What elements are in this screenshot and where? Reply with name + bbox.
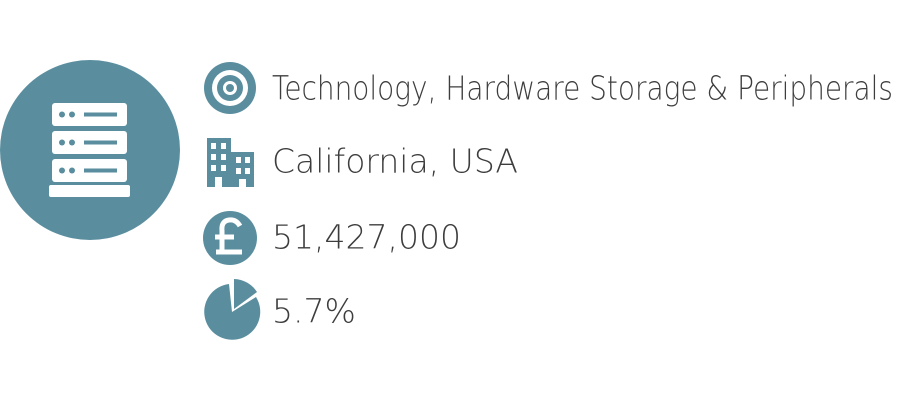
pound-icon xyxy=(203,211,257,265)
target-icon xyxy=(204,62,256,114)
server-icon xyxy=(0,60,180,240)
location-text: California, USA xyxy=(272,142,518,181)
share-text: 5.7% xyxy=(272,292,356,331)
sector-text: Technology, Hardware Storage & Periphera… xyxy=(272,69,893,108)
pie-icon xyxy=(204,279,261,340)
building-icon xyxy=(207,138,254,187)
value-text: 51,427,000 xyxy=(272,218,461,257)
